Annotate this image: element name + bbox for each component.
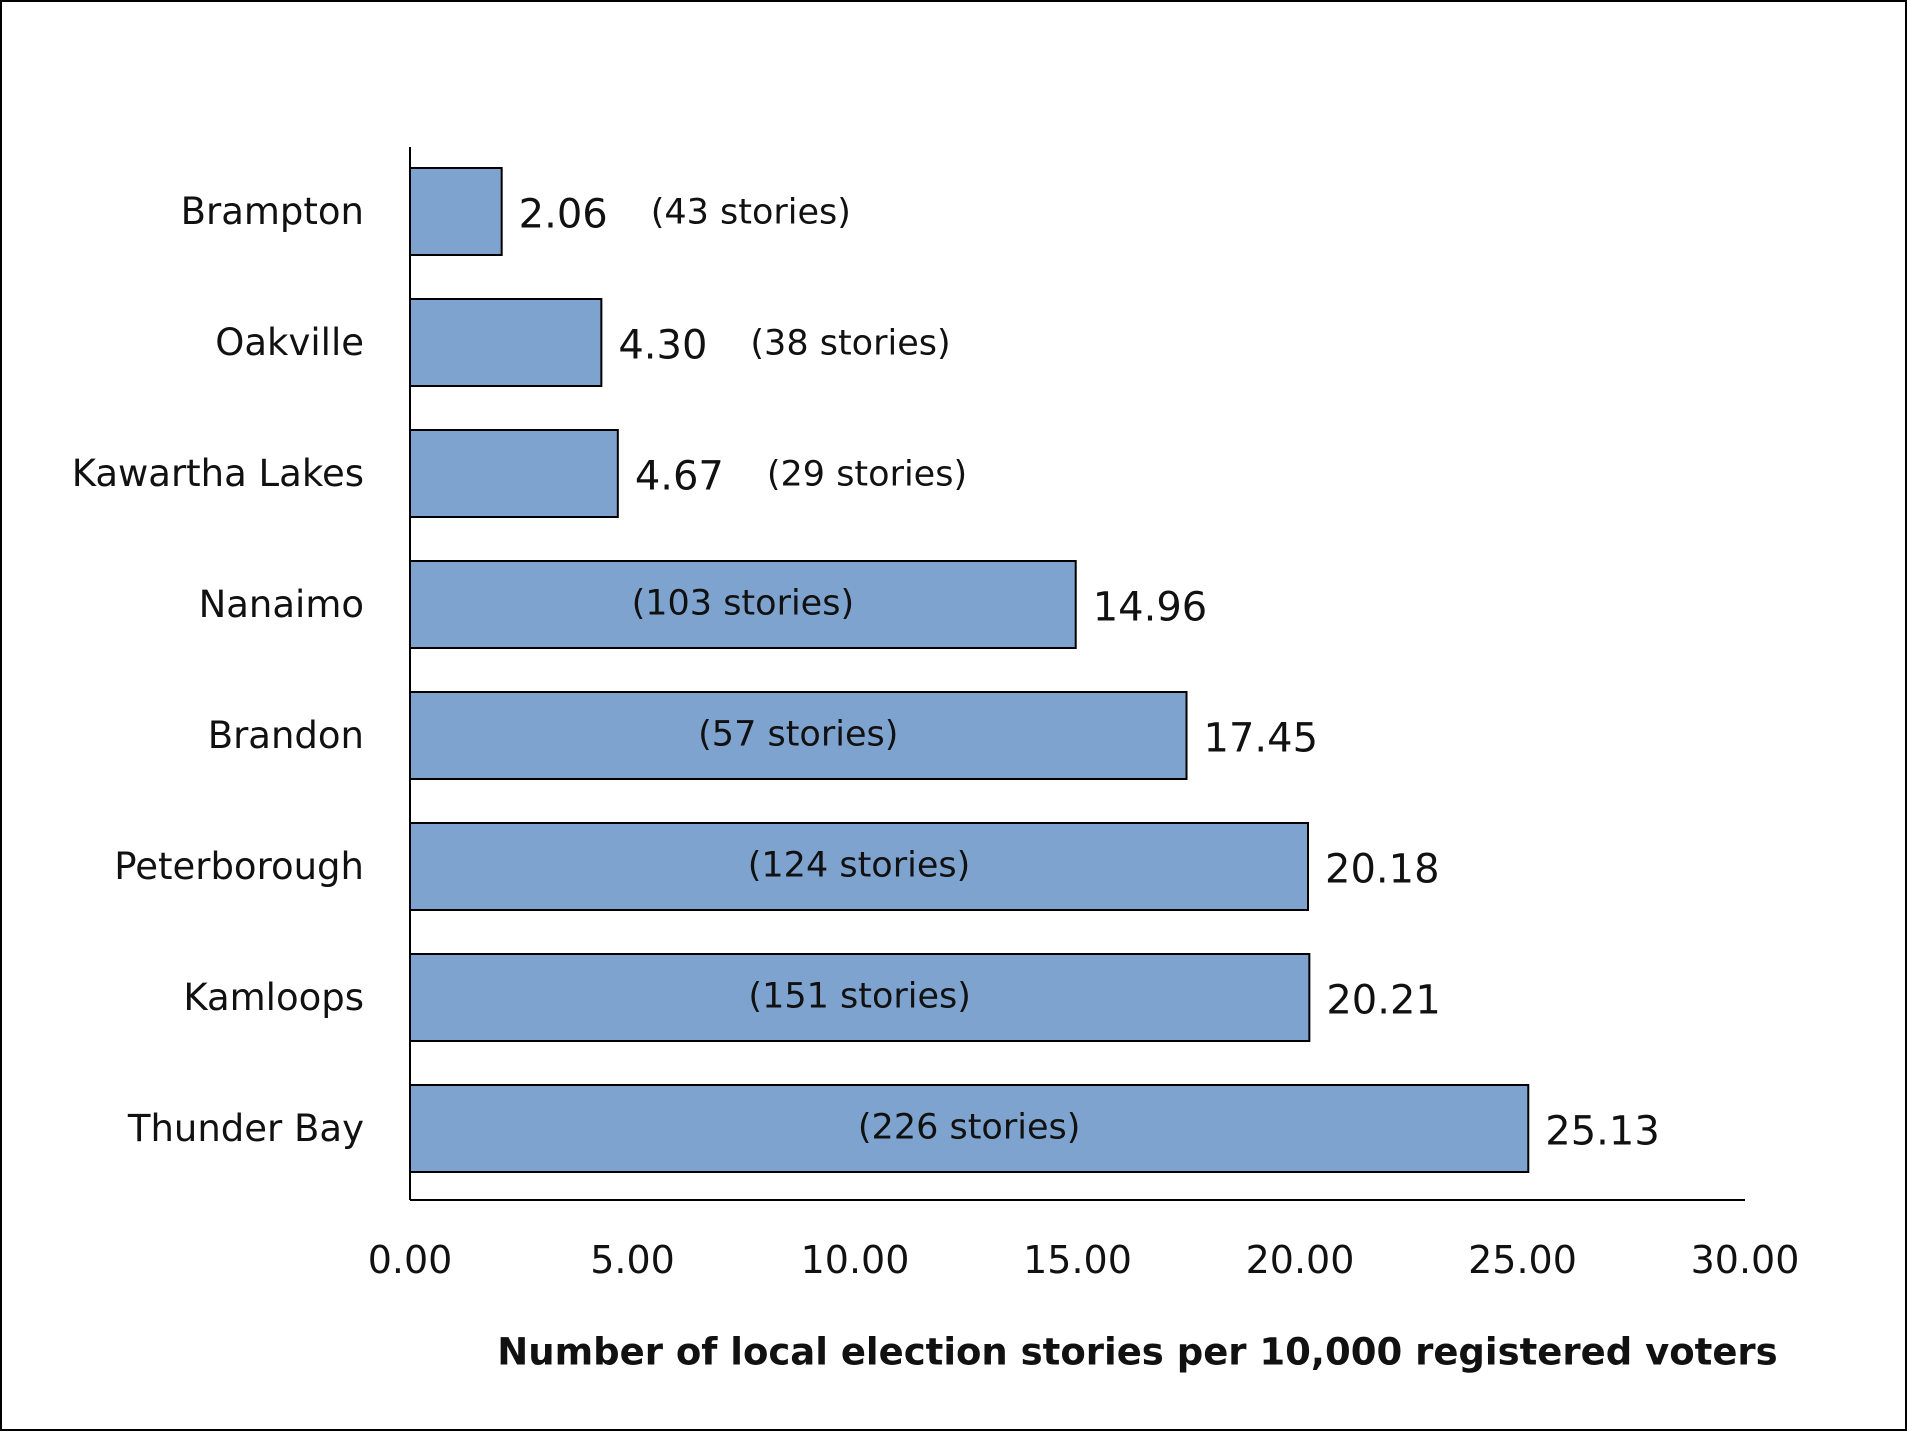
bar-nanaimo bbox=[409, 560, 1077, 649]
category-label: Thunder Bay bbox=[127, 1107, 364, 1150]
x-axis-title: Number of local election stories per 10,… bbox=[497, 1331, 1777, 1374]
value-label: 2.06 bbox=[519, 192, 608, 238]
bar-kamloops bbox=[409, 953, 1311, 1042]
value-label: 25.13 bbox=[1545, 1109, 1660, 1155]
category-label: Brampton bbox=[181, 190, 364, 233]
story-count-label: (57 stories) bbox=[698, 715, 898, 755]
category-label: Kawartha Lakes bbox=[72, 452, 364, 495]
x-tick-label: 30.00 bbox=[1691, 1238, 1800, 1282]
bar-kawartha-lakes bbox=[409, 429, 619, 518]
x-tick-label: 10.00 bbox=[801, 1238, 910, 1282]
x-tick-label: 0.00 bbox=[368, 1238, 453, 1282]
bar-thunder-bay bbox=[409, 1084, 1530, 1173]
story-count-label: (29 stories) bbox=[767, 455, 967, 495]
bar-brampton bbox=[409, 167, 503, 256]
value-label: 20.21 bbox=[1326, 978, 1441, 1024]
x-tick-label: 20.00 bbox=[1246, 1238, 1355, 1282]
story-count-label: (103 stories) bbox=[632, 584, 855, 624]
category-label: Kamloops bbox=[183, 976, 364, 1019]
value-label: 14.96 bbox=[1093, 585, 1208, 631]
story-count-label: (124 stories) bbox=[748, 846, 971, 886]
value-label: 20.18 bbox=[1325, 847, 1440, 893]
category-label: Peterborough bbox=[114, 845, 364, 888]
story-count-label: (43 stories) bbox=[651, 193, 851, 233]
bar-peterborough bbox=[409, 822, 1310, 911]
value-label: 4.30 bbox=[618, 323, 707, 369]
value-label: 17.45 bbox=[1204, 716, 1319, 762]
x-tick-label: 15.00 bbox=[1023, 1238, 1132, 1282]
bar-oakville bbox=[409, 298, 603, 387]
story-count-label: (38 stories) bbox=[750, 324, 950, 364]
category-label: Oakville bbox=[215, 321, 364, 364]
x-tick-label: 25.00 bbox=[1468, 1238, 1577, 1282]
story-count-label: (151 stories) bbox=[748, 977, 971, 1017]
story-count-label: (226 stories) bbox=[858, 1108, 1081, 1148]
category-label: Nanaimo bbox=[199, 583, 364, 626]
category-label: Brandon bbox=[208, 714, 364, 757]
value-label: 4.67 bbox=[635, 454, 724, 500]
bar-brandon bbox=[409, 691, 1188, 780]
x-tick-label: 5.00 bbox=[590, 1238, 675, 1282]
